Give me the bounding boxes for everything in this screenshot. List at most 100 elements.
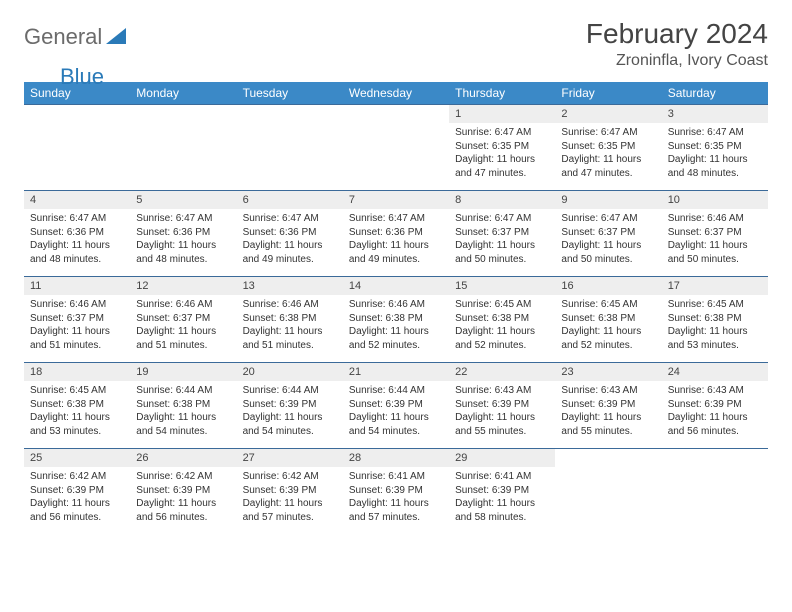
calendar-cell: 20Sunrise: 6:44 AMSunset: 6:39 PMDayligh… (237, 363, 343, 449)
day-number: 17 (662, 277, 768, 295)
calendar-cell (237, 105, 343, 191)
calendar-row: 4Sunrise: 6:47 AMSunset: 6:36 PMDaylight… (24, 191, 768, 277)
calendar-cell: 10Sunrise: 6:46 AMSunset: 6:37 PMDayligh… (662, 191, 768, 277)
day-number: 15 (449, 277, 555, 295)
day-number: 2 (555, 105, 661, 123)
day-number: 1 (449, 105, 555, 123)
calendar-cell: 14Sunrise: 6:46 AMSunset: 6:38 PMDayligh… (343, 277, 449, 363)
day-info: Sunrise: 6:47 AMSunset: 6:37 PMDaylight:… (555, 209, 661, 270)
logo-triangle-icon (106, 26, 126, 49)
day-info: Sunrise: 6:42 AMSunset: 6:39 PMDaylight:… (130, 467, 236, 528)
day-info: Sunrise: 6:45 AMSunset: 6:38 PMDaylight:… (555, 295, 661, 356)
day-number: 14 (343, 277, 449, 295)
day-info: Sunrise: 6:47 AMSunset: 6:36 PMDaylight:… (237, 209, 343, 270)
day-number: 13 (237, 277, 343, 295)
day-header: Tuesday (237, 82, 343, 105)
day-info: Sunrise: 6:41 AMSunset: 6:39 PMDaylight:… (449, 467, 555, 528)
calendar-cell: 4Sunrise: 6:47 AMSunset: 6:36 PMDaylight… (24, 191, 130, 277)
day-info: Sunrise: 6:46 AMSunset: 6:37 PMDaylight:… (24, 295, 130, 356)
calendar-cell: 29Sunrise: 6:41 AMSunset: 6:39 PMDayligh… (449, 449, 555, 535)
day-info: Sunrise: 6:47 AMSunset: 6:35 PMDaylight:… (449, 123, 555, 184)
day-number: 6 (237, 191, 343, 209)
day-header: Thursday (449, 82, 555, 105)
day-info: Sunrise: 6:45 AMSunset: 6:38 PMDaylight:… (662, 295, 768, 356)
day-info: Sunrise: 6:43 AMSunset: 6:39 PMDaylight:… (662, 381, 768, 442)
day-number: 19 (130, 363, 236, 381)
calendar-cell: 15Sunrise: 6:45 AMSunset: 6:38 PMDayligh… (449, 277, 555, 363)
day-info: Sunrise: 6:42 AMSunset: 6:39 PMDaylight:… (24, 467, 130, 528)
title-block: February 2024 Zroninfla, Ivory Coast (586, 18, 768, 70)
day-info: Sunrise: 6:46 AMSunset: 6:38 PMDaylight:… (237, 295, 343, 356)
day-info: Sunrise: 6:43 AMSunset: 6:39 PMDaylight:… (449, 381, 555, 442)
day-info: Sunrise: 6:44 AMSunset: 6:38 PMDaylight:… (130, 381, 236, 442)
calendar-cell: 26Sunrise: 6:42 AMSunset: 6:39 PMDayligh… (130, 449, 236, 535)
day-number: 24 (662, 363, 768, 381)
calendar-cell (555, 449, 661, 535)
calendar-cell: 5Sunrise: 6:47 AMSunset: 6:36 PMDaylight… (130, 191, 236, 277)
page-header: General February 2024 Zroninfla, Ivory C… (24, 18, 768, 70)
calendar-table: SundayMondayTuesdayWednesdayThursdayFrid… (24, 82, 768, 535)
day-number: 29 (449, 449, 555, 467)
calendar-row: 25Sunrise: 6:42 AMSunset: 6:39 PMDayligh… (24, 449, 768, 535)
day-number: 22 (449, 363, 555, 381)
day-number: 28 (343, 449, 449, 467)
day-info: Sunrise: 6:47 AMSunset: 6:36 PMDaylight:… (130, 209, 236, 270)
calendar-cell: 12Sunrise: 6:46 AMSunset: 6:37 PMDayligh… (130, 277, 236, 363)
day-info: Sunrise: 6:46 AMSunset: 6:37 PMDaylight:… (130, 295, 236, 356)
calendar-body: 1Sunrise: 6:47 AMSunset: 6:35 PMDaylight… (24, 105, 768, 535)
calendar-cell: 6Sunrise: 6:47 AMSunset: 6:36 PMDaylight… (237, 191, 343, 277)
calendar-cell: 13Sunrise: 6:46 AMSunset: 6:38 PMDayligh… (237, 277, 343, 363)
day-info: Sunrise: 6:44 AMSunset: 6:39 PMDaylight:… (343, 381, 449, 442)
logo: General (24, 18, 128, 50)
day-number: 11 (24, 277, 130, 295)
day-info: Sunrise: 6:45 AMSunset: 6:38 PMDaylight:… (449, 295, 555, 356)
day-number: 21 (343, 363, 449, 381)
day-number: 16 (555, 277, 661, 295)
calendar-cell: 22Sunrise: 6:43 AMSunset: 6:39 PMDayligh… (449, 363, 555, 449)
day-header: Friday (555, 82, 661, 105)
day-info: Sunrise: 6:47 AMSunset: 6:36 PMDaylight:… (343, 209, 449, 270)
calendar-cell: 16Sunrise: 6:45 AMSunset: 6:38 PMDayligh… (555, 277, 661, 363)
day-info: Sunrise: 6:47 AMSunset: 6:35 PMDaylight:… (662, 123, 768, 184)
day-info: Sunrise: 6:45 AMSunset: 6:38 PMDaylight:… (24, 381, 130, 442)
day-number: 18 (24, 363, 130, 381)
calendar-row: 18Sunrise: 6:45 AMSunset: 6:38 PMDayligh… (24, 363, 768, 449)
calendar-cell: 3Sunrise: 6:47 AMSunset: 6:35 PMDaylight… (662, 105, 768, 191)
day-number: 7 (343, 191, 449, 209)
day-number: 25 (24, 449, 130, 467)
day-header: Wednesday (343, 82, 449, 105)
calendar-cell: 24Sunrise: 6:43 AMSunset: 6:39 PMDayligh… (662, 363, 768, 449)
day-info: Sunrise: 6:42 AMSunset: 6:39 PMDaylight:… (237, 467, 343, 528)
calendar-cell: 2Sunrise: 6:47 AMSunset: 6:35 PMDaylight… (555, 105, 661, 191)
calendar-cell: 17Sunrise: 6:45 AMSunset: 6:38 PMDayligh… (662, 277, 768, 363)
calendar-cell (343, 105, 449, 191)
day-number: 27 (237, 449, 343, 467)
month-title: February 2024 (586, 18, 768, 50)
calendar-cell: 1Sunrise: 6:47 AMSunset: 6:35 PMDaylight… (449, 105, 555, 191)
calendar-cell: 21Sunrise: 6:44 AMSunset: 6:39 PMDayligh… (343, 363, 449, 449)
day-number: 12 (130, 277, 236, 295)
calendar-cell (662, 449, 768, 535)
day-number: 20 (237, 363, 343, 381)
calendar-cell: 19Sunrise: 6:44 AMSunset: 6:38 PMDayligh… (130, 363, 236, 449)
calendar-cell: 7Sunrise: 6:47 AMSunset: 6:36 PMDaylight… (343, 191, 449, 277)
day-info: Sunrise: 6:41 AMSunset: 6:39 PMDaylight:… (343, 467, 449, 528)
calendar-cell: 28Sunrise: 6:41 AMSunset: 6:39 PMDayligh… (343, 449, 449, 535)
day-number: 5 (130, 191, 236, 209)
day-info: Sunrise: 6:47 AMSunset: 6:35 PMDaylight:… (555, 123, 661, 184)
day-info: Sunrise: 6:43 AMSunset: 6:39 PMDaylight:… (555, 381, 661, 442)
calendar-cell: 27Sunrise: 6:42 AMSunset: 6:39 PMDayligh… (237, 449, 343, 535)
day-header: Saturday (662, 82, 768, 105)
logo-text-general: General (24, 24, 102, 50)
calendar-cell: 25Sunrise: 6:42 AMSunset: 6:39 PMDayligh… (24, 449, 130, 535)
calendar-cell: 9Sunrise: 6:47 AMSunset: 6:37 PMDaylight… (555, 191, 661, 277)
day-number: 9 (555, 191, 661, 209)
day-number: 26 (130, 449, 236, 467)
calendar-row: 1Sunrise: 6:47 AMSunset: 6:35 PMDaylight… (24, 105, 768, 191)
day-header: Monday (130, 82, 236, 105)
calendar-cell: 23Sunrise: 6:43 AMSunset: 6:39 PMDayligh… (555, 363, 661, 449)
calendar-cell: 11Sunrise: 6:46 AMSunset: 6:37 PMDayligh… (24, 277, 130, 363)
calendar-row: 11Sunrise: 6:46 AMSunset: 6:37 PMDayligh… (24, 277, 768, 363)
day-info: Sunrise: 6:47 AMSunset: 6:36 PMDaylight:… (24, 209, 130, 270)
calendar-cell (130, 105, 236, 191)
